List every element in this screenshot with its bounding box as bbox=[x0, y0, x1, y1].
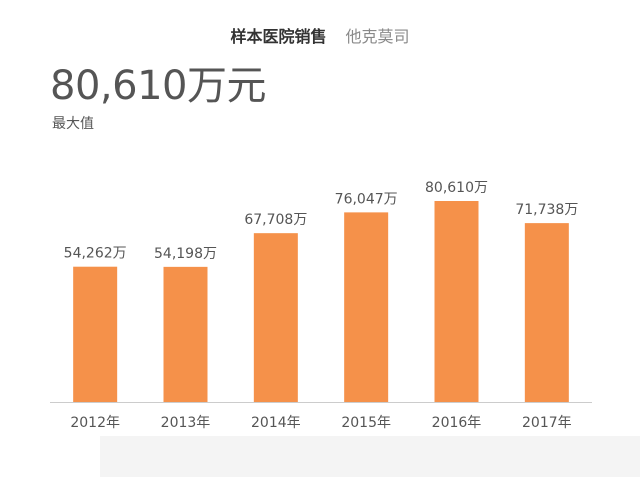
bottom-shade bbox=[100, 436, 640, 477]
data-label: 54,198万 bbox=[154, 246, 217, 262]
x-tick-label: 2016年 bbox=[432, 415, 482, 431]
x-tick-label: 2015年 bbox=[341, 415, 391, 431]
x-tick-label: 2012年 bbox=[70, 415, 120, 431]
data-label: 54,262万 bbox=[64, 246, 127, 262]
max-value: 80,610万元 bbox=[50, 63, 266, 109]
bar bbox=[524, 223, 569, 402]
data-label: 71,738万 bbox=[515, 202, 578, 218]
chart-title: 样本医院销售 bbox=[230, 27, 327, 46]
data-label: 67,708万 bbox=[244, 212, 307, 228]
max-label: 最大值 bbox=[52, 116, 94, 132]
x-tick-label: 2013年 bbox=[161, 415, 211, 431]
chart-header: 样本医院销售 他克莫司 bbox=[0, 27, 640, 47]
x-tick-label: 2014年 bbox=[251, 415, 301, 431]
chart-subtitle: 他克莫司 bbox=[345, 27, 410, 46]
bar bbox=[344, 212, 389, 402]
bar bbox=[253, 233, 298, 402]
data-label: 80,610万 bbox=[425, 180, 488, 196]
data-label: 76,047万 bbox=[335, 191, 398, 207]
bar bbox=[434, 201, 479, 402]
bar bbox=[73, 266, 118, 402]
x-tick-label: 2017年 bbox=[522, 415, 572, 431]
bar bbox=[163, 266, 208, 402]
